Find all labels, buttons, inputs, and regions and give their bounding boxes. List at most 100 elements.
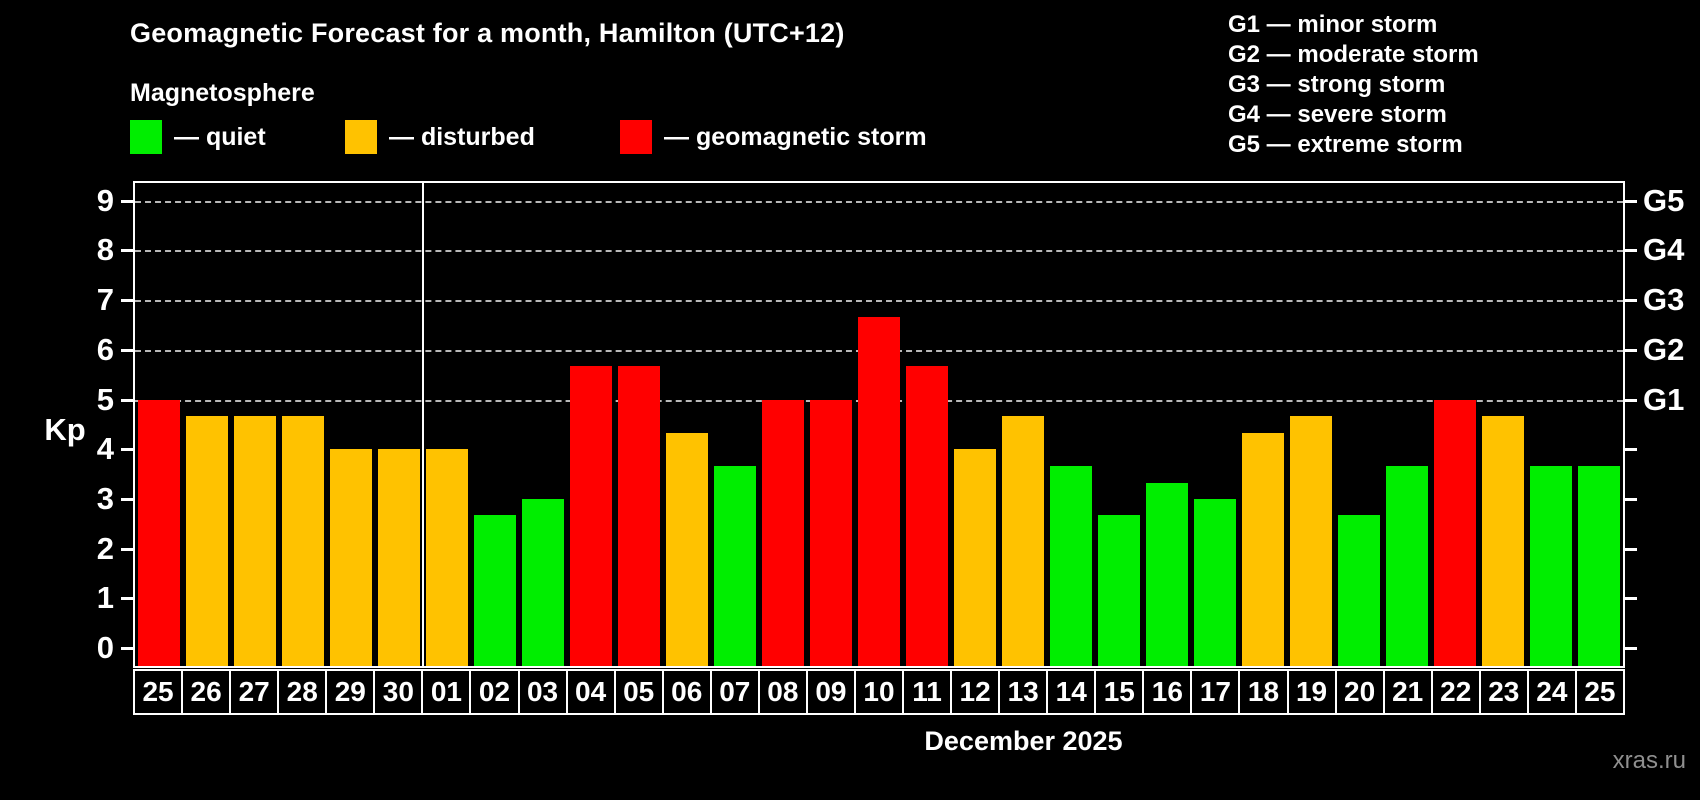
g-scale-legend-line: G5 — extreme storm [1228,131,1463,158]
quiet-swatch-icon [130,120,162,154]
kp-bar [330,449,372,666]
date-cell: 16 [1144,671,1193,713]
kp-bar [666,432,708,666]
right-axis-tick [1625,299,1637,303]
g-scale-tick-label: G2 [1643,331,1685,367]
y-axis-label: Kp [44,412,86,447]
y-axis-tick-label: 1 [96,580,114,616]
kp-bar [522,498,564,666]
legend-item-label: — quiet [174,122,266,151]
right-axis-tick [1625,348,1637,352]
date-cell: 05 [615,671,664,713]
date-cell: 06 [663,671,712,713]
y-axis-tick [121,647,133,650]
date-cell: 11 [904,671,953,713]
right-axis-tick [1625,647,1637,650]
right-axis-tick [1625,497,1637,501]
date-cell: 18 [1240,671,1289,713]
right-axis-tick [1625,398,1637,402]
legend-item-label: — geomagnetic storm [664,122,927,151]
g-scale-tick-label: G1 [1643,381,1685,417]
legend-item-quiet: — quiet [130,120,266,154]
kp-bar [1434,399,1476,666]
date-cell: 02 [471,671,520,713]
kp-bar [426,449,468,666]
gridline-kp-9 [135,200,1623,203]
y-axis-tick [121,299,133,303]
date-cell: 27 [231,671,280,713]
kp-bar [1098,515,1140,666]
kp-bar [954,449,996,666]
right-axis-tick [1625,249,1637,253]
legend-item-label: — disturbed [389,122,535,151]
disturbed-swatch-icon [345,120,377,154]
date-cell: 04 [567,671,616,713]
date-cell: 19 [1288,671,1337,713]
month-separator-line [422,183,424,666]
plot-area [133,181,1625,668]
kp-bar [714,465,756,666]
kp-bar [1290,415,1332,666]
magnetosphere-label: Magnetosphere [130,79,315,107]
gridline-kp-7 [135,300,1623,303]
kp-bar [1530,465,1572,666]
chart-title: Geomagnetic Forecast for a month, Hamilt… [130,18,845,48]
y-axis-tick-label: 4 [96,431,114,467]
date-cell: 20 [1336,671,1385,713]
g-scale-legend-line: G3 — strong storm [1228,71,1446,98]
date-cell: 24 [1528,671,1577,713]
kp-bar [906,366,948,666]
right-axis-tick [1625,547,1637,551]
y-axis-tick-label: 5 [96,381,114,417]
kp-bar [1194,498,1236,666]
kp-bar [234,415,276,666]
kp-status-legend: — quiet — disturbed — geomagnetic storm [130,120,1030,156]
g-scale-legend-line: G1 — minor storm [1228,11,1438,38]
date-cell: 07 [711,671,760,713]
kp-bar [1338,515,1380,666]
y-axis-tick-label: 3 [96,480,114,516]
date-cell: 14 [1048,671,1097,713]
date-cell: 28 [279,671,328,713]
kp-bar [1050,465,1092,666]
date-cell: 29 [327,671,376,713]
date-cell: 09 [807,671,856,713]
date-cell: 17 [1192,671,1241,713]
g-scale-legend: G1 — minor storm G2 — moderate storm G3 — … [1228,10,1479,160]
kp-bar [186,415,228,666]
y-axis-tick-label: 7 [96,282,114,318]
date-cell: 15 [1096,671,1145,713]
y-axis-tick-label: 6 [96,331,114,367]
y-axis-tick [121,348,133,352]
y-axis-tick [121,547,133,551]
kp-bar [618,366,660,666]
kp-bar [858,316,900,666]
kp-bar [1146,482,1188,666]
date-cell: 25 [1576,671,1623,713]
y-axis-tick [121,249,133,253]
kp-bar [810,399,852,666]
y-axis-tick [121,199,133,203]
right-axis-tick [1625,448,1637,452]
legend-item-storm: — geomagnetic storm [620,120,927,154]
date-cell: 22 [1432,671,1481,713]
date-cell: 08 [759,671,808,713]
month-label: December 2025 [924,726,1123,756]
date-cell: 12 [952,671,1001,713]
y-axis-tick-label: 9 [96,182,114,218]
date-cell: 03 [519,671,568,713]
y-axis-tick-label: 0 [96,630,114,665]
kp-bar [1242,432,1284,666]
date-cell: 10 [855,671,904,713]
y-axis-tick [121,398,133,402]
kp-bar [1386,465,1428,666]
g-scale-legend-line: G2 — moderate storm [1228,41,1479,68]
kp-bar [762,399,804,666]
kp-bar [282,415,324,666]
watermark: xras.ru [1612,747,1686,774]
y-axis-tick [121,497,133,501]
right-axis-tick [1625,199,1637,203]
kp-bar [138,399,180,666]
date-cell: 23 [1480,671,1529,713]
